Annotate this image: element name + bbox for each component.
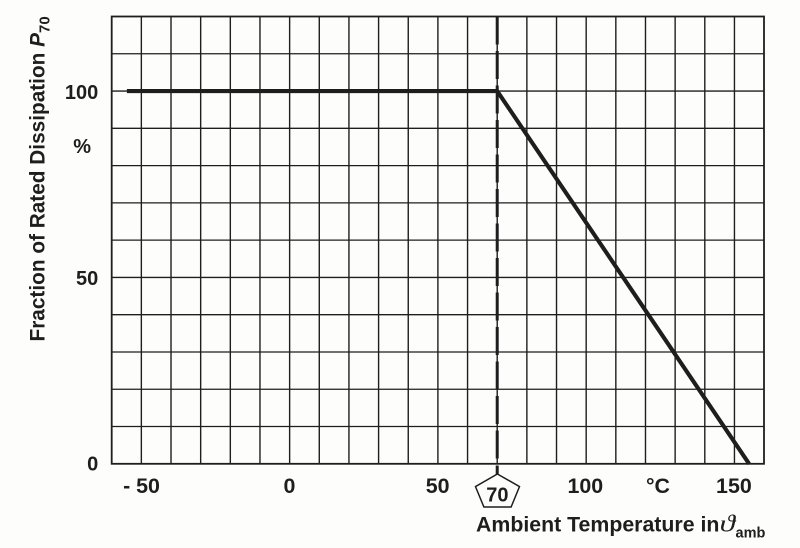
svg-text:%: % [73, 136, 91, 158]
svg-text:50: 50 [76, 268, 98, 290]
svg-text:°C: °C [646, 474, 670, 498]
svg-text:100: 100 [65, 82, 98, 104]
svg-text:amb: amb [736, 526, 766, 542]
svg-text:150: 150 [716, 474, 752, 498]
svg-text:- 50: - 50 [123, 474, 160, 498]
svg-text:Fraction of Rated Dissipation: Fraction of Rated Dissipation P70 [26, 16, 53, 341]
svg-text:ϑ: ϑ [720, 511, 737, 538]
svg-text:100: 100 [567, 474, 603, 498]
svg-text:50: 50 [426, 474, 450, 498]
svg-text:Ambient Temperature in: Ambient Temperature in [476, 513, 719, 537]
svg-text:70: 70 [486, 485, 508, 507]
svg-text:0: 0 [283, 474, 295, 498]
svg-text:0: 0 [87, 454, 98, 476]
